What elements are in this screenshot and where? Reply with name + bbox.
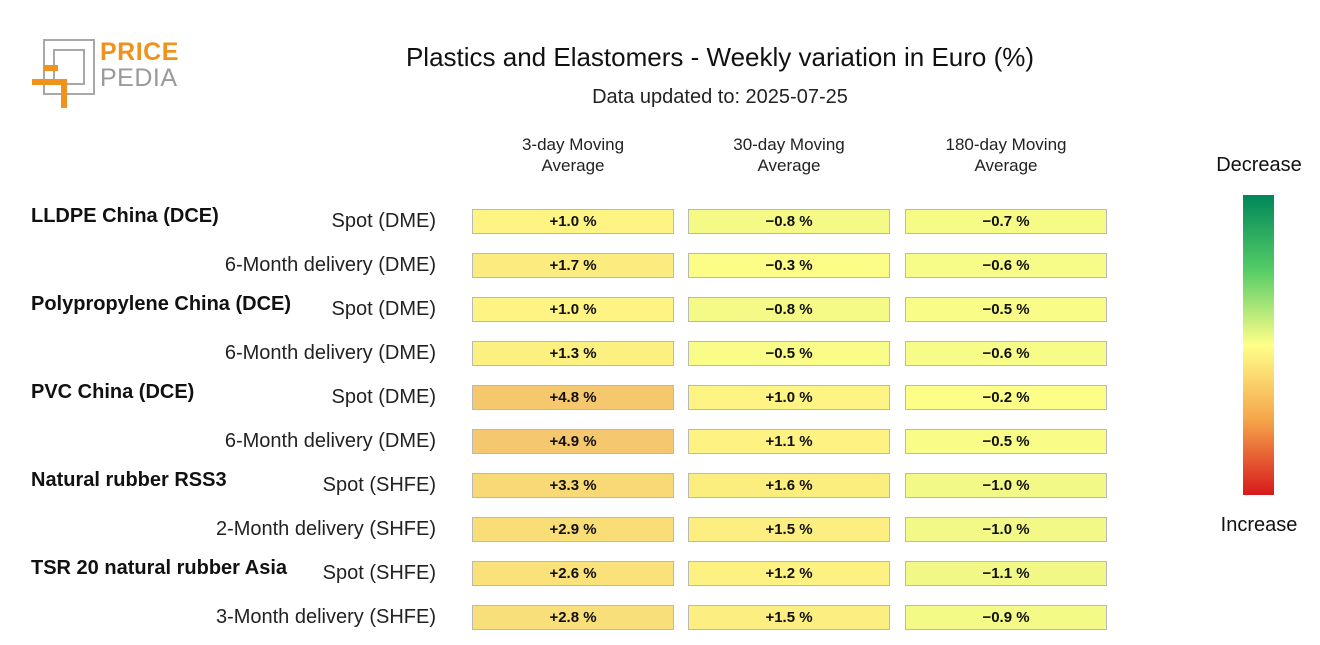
column-header-180day: 180-day Moving Average — [905, 134, 1107, 176]
heatmap-cell: −0.5 % — [905, 429, 1107, 454]
row-label: 6-Month delivery (DME) — [224, 342, 436, 364]
column-header-line: Average — [541, 156, 605, 175]
heatmap-cell: +4.9 % — [472, 429, 674, 454]
heatmap-cell: +2.9 % — [472, 517, 674, 542]
group-label: PVC China (DCE) — [31, 381, 195, 403]
heatmap-cell: −0.7 % — [905, 209, 1107, 234]
column-header-30day: 30-day Moving Average — [688, 134, 890, 176]
group-label: Natural rubber RSS3 — [31, 469, 227, 491]
row-label: 2-Month delivery (SHFE) — [215, 518, 436, 540]
heatmap-cell: −0.2 % — [905, 385, 1107, 410]
row-label: 6-Month delivery (DME) — [224, 254, 436, 276]
heatmap-cell: +1.2 % — [688, 561, 890, 586]
heatmap-cell: +1.6 % — [688, 473, 890, 498]
legend-color-scale — [1243, 195, 1274, 495]
logo-mark-icon — [32, 39, 95, 108]
legend-label-increase: Increase — [1220, 514, 1298, 536]
heatmap-cell: +1.0 % — [472, 209, 674, 234]
heatmap-cell: +2.6 % — [472, 561, 674, 586]
logo-text-pedia: PEDIA — [100, 64, 178, 92]
row-label: Spot (DME) — [331, 386, 436, 408]
heatmap-cell: −0.8 % — [688, 297, 890, 322]
heatmap-cell: +1.5 % — [688, 605, 890, 630]
heatmap-cell: −0.9 % — [905, 605, 1107, 630]
row-label: Spot (DME) — [331, 298, 436, 320]
heatmap-cell: +1.1 % — [688, 429, 890, 454]
column-header-line: Average — [974, 156, 1038, 175]
row-label: Spot (SHFE) — [322, 562, 436, 584]
column-header-line: 3-day Moving — [521, 135, 625, 154]
chart-title: Plastics and Elastomers - Weekly variati… — [405, 42, 1035, 72]
row-label: Spot (SHFE) — [322, 474, 436, 496]
group-label: TSR 20 natural rubber Asia — [31, 557, 287, 579]
row-label: Spot (DME) — [331, 210, 436, 232]
column-header-line: Average — [757, 156, 821, 175]
heatmap-cell: +1.7 % — [472, 253, 674, 278]
heatmap-cell: −1.0 % — [905, 517, 1107, 542]
heatmap-cell: +1.0 % — [688, 385, 890, 410]
pricepedia-logo: PRICE PEDIA — [30, 38, 190, 110]
row-label: 6-Month delivery (DME) — [224, 430, 436, 452]
logo-text-price: PRICE — [100, 38, 179, 66]
heatmap-cell: +1.0 % — [472, 297, 674, 322]
legend-label-decrease: Decrease — [1216, 154, 1302, 176]
heatmap-cell: −1.0 % — [905, 473, 1107, 498]
heatmap-cell: −1.1 % — [905, 561, 1107, 586]
heatmap-cell: −0.8 % — [688, 209, 890, 234]
group-label: Polypropylene China (DCE) — [31, 293, 292, 315]
heatmap-cell: +4.8 % — [472, 385, 674, 410]
column-header-3day: 3-day Moving Average — [472, 134, 674, 176]
heatmap-cell: −0.3 % — [688, 253, 890, 278]
chart-subtitle: Data updated to: 2025-07-25 — [592, 86, 848, 108]
column-header-line: 30-day Moving — [733, 135, 845, 154]
row-label: 3-Month delivery (SHFE) — [215, 606, 436, 628]
heatmap-cell: −0.6 % — [905, 253, 1107, 278]
heatmap-cell: −0.6 % — [905, 341, 1107, 366]
column-header-line: 180-day Moving — [945, 135, 1067, 154]
heatmap-cell: +3.3 % — [472, 473, 674, 498]
heatmap-cell: −0.5 % — [688, 341, 890, 366]
heatmap-cell: +2.8 % — [472, 605, 674, 630]
heatmap-cell: +1.3 % — [472, 341, 674, 366]
group-label: LLDPE China (DCE) — [31, 205, 219, 227]
heatmap-cell: −0.5 % — [905, 297, 1107, 322]
heatmap-cell: +1.5 % — [688, 517, 890, 542]
